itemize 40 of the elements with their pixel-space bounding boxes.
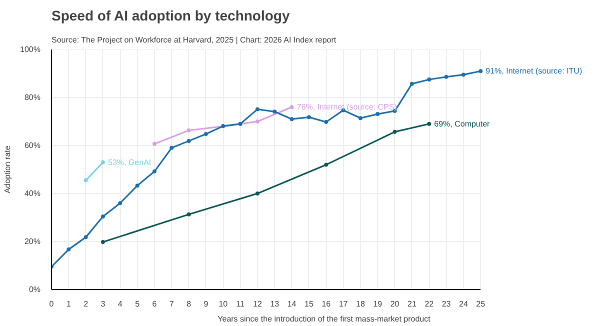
- x-tick-label: 14: [287, 300, 297, 308]
- x-tick-label: 7: [169, 300, 174, 308]
- x-tick-label: 5: [135, 300, 140, 308]
- data-label: 91%, Internet (source: ITU): [486, 66, 582, 76]
- y-tick-label: 80%: [24, 93, 41, 102]
- chart-subtitle: Source: The Project on Workforce at Harvard, 2025 | Chart: 2026 AI Index report: [52, 36, 337, 44]
- x-tick-label: 12: [253, 300, 262, 308]
- data-label: 53%, GenAI: [108, 158, 152, 167]
- x-tick-label: 9: [204, 300, 209, 308]
- x-tick-label: 19: [373, 300, 383, 308]
- x-tick-label: 22: [424, 300, 434, 308]
- x-tick-label: 20: [390, 300, 400, 308]
- x-tick-label: 10: [218, 300, 228, 308]
- x-tick-label: 6: [152, 300, 158, 308]
- x-tick-label: 18: [356, 300, 366, 308]
- x-tick-label: 4: [118, 300, 123, 308]
- y-axis-title: Adoption rate: [3, 145, 12, 194]
- x-tick-label: 24: [459, 300, 468, 308]
- data-label: 69%, Computer: [434, 119, 490, 128]
- y-tick-label: 100%: [20, 45, 41, 54]
- x-tick-label: 16: [322, 300, 332, 308]
- x-tick-label: 17: [338, 300, 348, 308]
- chart-title: Speed of AI adoption by technology: [52, 8, 290, 24]
- x-tick-label: 11: [236, 300, 246, 308]
- x-tick-label: 13: [270, 300, 280, 308]
- y-tick-label: 20%: [24, 237, 41, 246]
- y-tick-label: 40%: [24, 189, 41, 198]
- x-tick-label: 21: [408, 300, 417, 308]
- x-tick-label: 0: [49, 300, 54, 308]
- y-tick-label: 0%: [28, 285, 40, 294]
- data-label: 76%, Internet (source: CPS): [296, 102, 398, 112]
- x-tick-label: 23: [442, 300, 452, 308]
- x-tick-label: 8: [186, 300, 192, 308]
- x-tick-label: 15: [304, 300, 314, 308]
- x-tick-label: 25: [476, 300, 486, 308]
- x-tick-label: 3: [100, 300, 106, 308]
- x-axis-title: Years since the introduction of the first mass-market product: [218, 314, 432, 324]
- x-tick-label: 1: [66, 300, 72, 308]
- x-tick-label: 2: [84, 300, 89, 308]
- y-tick-label: 60%: [24, 141, 41, 150]
